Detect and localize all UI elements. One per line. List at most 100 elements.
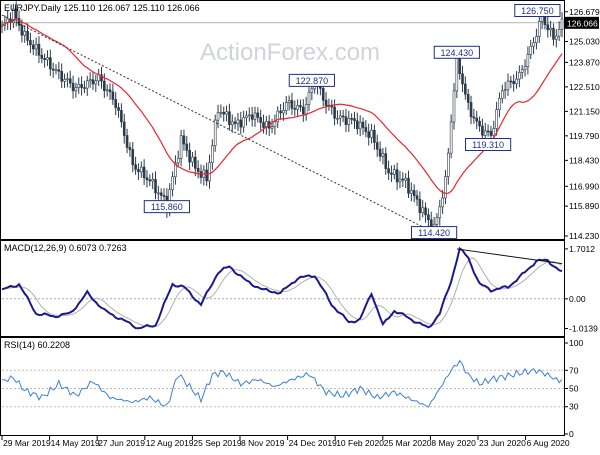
candle-body xyxy=(507,81,509,90)
candle-body xyxy=(382,154,384,157)
candle-body xyxy=(106,90,108,91)
candle-body xyxy=(180,136,182,159)
candle-body xyxy=(274,122,276,127)
candle-body xyxy=(220,112,222,113)
candle-body xyxy=(118,108,120,111)
x-axis-tick-label: 6 Aug 2020 xyxy=(527,438,570,448)
candle-body xyxy=(550,28,552,30)
candle-body xyxy=(49,58,51,69)
candle-body xyxy=(339,116,341,118)
rsi-axis: 1007050300 xyxy=(564,338,583,439)
candle-body xyxy=(183,136,185,144)
candle-body xyxy=(501,91,503,98)
x-axis-tick-label: 27 Jun 2019 xyxy=(98,438,145,448)
candle-body xyxy=(243,118,245,128)
candle-body xyxy=(217,113,219,121)
price-label-text: 122.870 xyxy=(296,76,329,86)
candle-body xyxy=(462,74,464,84)
candle-body xyxy=(427,215,429,220)
candle-body xyxy=(160,193,162,196)
candle-body xyxy=(439,207,441,218)
x-axis-tick-label: 14 May 2019 xyxy=(51,438,100,448)
candle-body xyxy=(95,81,97,84)
price-axis-tick-label: 119.790 xyxy=(569,131,599,141)
candle-body xyxy=(294,108,296,109)
candle-body xyxy=(351,118,353,119)
candle-body xyxy=(132,150,134,165)
candle-body xyxy=(155,179,157,193)
price-header: EURJPY.Daily 125.110 126.067 125.110 126… xyxy=(4,3,200,13)
candle-body xyxy=(297,105,299,109)
candle-body xyxy=(325,100,327,105)
candle-body xyxy=(38,44,40,55)
candle-body xyxy=(186,144,188,150)
candle-body xyxy=(240,120,242,127)
rsi-axis-tick-label: 30 xyxy=(569,402,579,412)
watermark: ActionForex.com xyxy=(200,39,380,66)
candle-body xyxy=(450,122,452,153)
candle-body xyxy=(362,122,364,127)
candle-body xyxy=(470,102,472,116)
candle-body xyxy=(189,150,191,162)
candle-body xyxy=(464,84,466,94)
candle-body xyxy=(152,179,154,181)
candle-body xyxy=(214,120,216,146)
candle-body xyxy=(143,167,145,178)
candle-body xyxy=(157,193,159,194)
candle-body xyxy=(555,36,557,39)
candle-body xyxy=(149,180,151,181)
candle-body xyxy=(416,196,418,200)
candle-body xyxy=(345,117,347,125)
candle-body xyxy=(527,54,529,66)
candle-body xyxy=(115,99,117,107)
candle-body xyxy=(46,58,48,60)
candle-body xyxy=(342,116,344,117)
candle-body xyxy=(32,45,34,49)
candle-body xyxy=(52,69,54,70)
x-axis-tick-label: 12 Aug 2019 xyxy=(146,438,194,448)
candle-body xyxy=(348,118,350,124)
candle-body xyxy=(83,88,85,89)
candle-body xyxy=(146,178,148,180)
candle-body xyxy=(356,121,358,129)
candle-body xyxy=(533,43,535,46)
macd-axis-tick-label: 1.7012 xyxy=(569,244,595,254)
candle-body xyxy=(444,177,446,198)
price-axis-tick-label: 121.150 xyxy=(569,106,600,116)
candle-body xyxy=(510,81,512,82)
candle-body xyxy=(299,105,301,107)
candle-body xyxy=(69,79,71,83)
price-axis-tick-label: 114.230 xyxy=(569,231,599,241)
candle-body xyxy=(112,92,114,100)
candle-body xyxy=(123,122,125,136)
candle-body xyxy=(64,79,66,81)
candle-body xyxy=(126,136,128,148)
candle-body xyxy=(191,157,193,162)
candle-body xyxy=(21,25,23,35)
candle-body xyxy=(518,72,520,79)
x-axis-tick-label: 25 Mar 2020 xyxy=(384,438,432,448)
candle-body xyxy=(521,70,523,73)
candle-body xyxy=(481,126,483,135)
rsi-header: RSI(14) 60.2208 xyxy=(4,340,70,350)
macd-header: MACD(12,26,9) 0.6073 0.7263 xyxy=(4,243,127,253)
price-label-text: 115.860 xyxy=(151,202,183,212)
price-axis-tick-label: 118.430 xyxy=(569,155,599,165)
x-axis-tick-label: 8 May 2020 xyxy=(431,438,476,448)
candle-body xyxy=(177,158,179,163)
candle-body xyxy=(24,31,26,35)
candle-body xyxy=(353,119,355,121)
candle-body xyxy=(245,116,247,118)
candle-body xyxy=(368,132,370,138)
macd-axis-tick-label: -1.0139 xyxy=(569,324,598,334)
candle-body xyxy=(399,179,401,182)
price-label-text: 114.420 xyxy=(418,228,450,238)
candle-body xyxy=(211,146,213,163)
rsi-axis-tick-label: 70 xyxy=(569,365,579,375)
candle-body xyxy=(334,107,336,118)
candle-body xyxy=(206,170,208,181)
price-axis-tick-label: 115.890 xyxy=(569,201,599,211)
candle-body xyxy=(561,19,563,29)
candle-body xyxy=(135,165,137,170)
candle-body xyxy=(359,122,361,129)
